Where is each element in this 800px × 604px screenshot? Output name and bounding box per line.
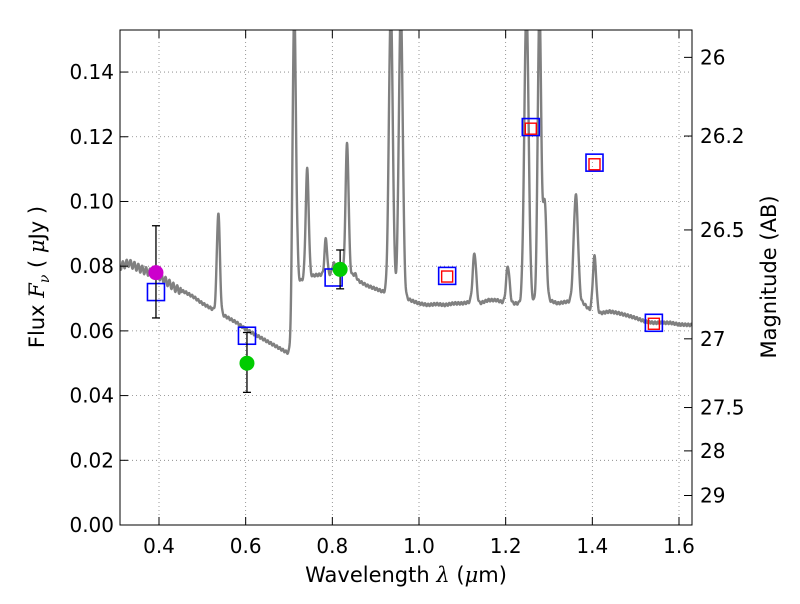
y2-tick-label: 28	[700, 439, 725, 463]
tick-labels: 0.4 0.6 0.8 1.0 1.2 1.4 1.6 0.00 0.02 0.04 0.06 0.0…	[69, 45, 744, 558]
y2-tick-label: 27.5	[700, 396, 745, 420]
x-tick-label: 1.6	[663, 534, 695, 558]
x-axis-title: Wavelength λ (μm)	[305, 563, 507, 587]
spectrum-line	[120, 30, 692, 355]
filter-photometry-square	[588, 158, 601, 171]
observed-photometry-point	[148, 265, 164, 281]
observed-photometry-point	[239, 355, 255, 371]
x-tick-label: 0.8	[316, 534, 348, 558]
observed-photometry-point	[332, 261, 348, 277]
x-tick-label: 1.0	[403, 534, 435, 558]
y2-tick-label: 26.2	[700, 124, 745, 148]
y-tick-label: 0.00	[69, 513, 114, 537]
x-tick-label: 1.4	[576, 534, 608, 558]
markers-layer	[146, 117, 664, 394]
ticks	[120, 30, 692, 526]
x-tick-label: 0.4	[143, 534, 175, 558]
y-tick-label: 0.12	[69, 125, 114, 149]
y-tick-label: 0.10	[69, 189, 114, 213]
y2-axis-title: Magnitude (AB)	[757, 195, 781, 358]
model-photometry-square	[644, 313, 664, 333]
y2-tick-label: 26.5	[700, 218, 745, 242]
y2-tick-label: 26	[700, 45, 725, 69]
model-photometry-square	[521, 117, 541, 137]
y-tick-label: 0.14	[69, 60, 114, 84]
x-tick-label: 1.2	[490, 534, 522, 558]
y-tick-label: 0.08	[69, 254, 114, 278]
y2-tick-label: 29	[700, 483, 725, 507]
model-photometry-square	[437, 266, 457, 286]
y-tick-label: 0.04	[69, 384, 114, 408]
spectrum-layer	[120, 30, 692, 355]
model-photometry-square	[585, 153, 604, 172]
plot-frame	[119, 29, 693, 526]
y2-tick-label: 27	[700, 327, 725, 351]
y-axis-title: Flux Fν ( μJy )	[25, 206, 53, 348]
x-tick-label: 0.6	[230, 534, 262, 558]
y-tick-label: 0.02	[69, 448, 114, 472]
y-tick-label: 0.06	[69, 319, 114, 343]
filter-photometry-square	[440, 270, 454, 283]
filter-photometry-square	[647, 317, 661, 330]
filter-photometry-square	[524, 122, 537, 135]
